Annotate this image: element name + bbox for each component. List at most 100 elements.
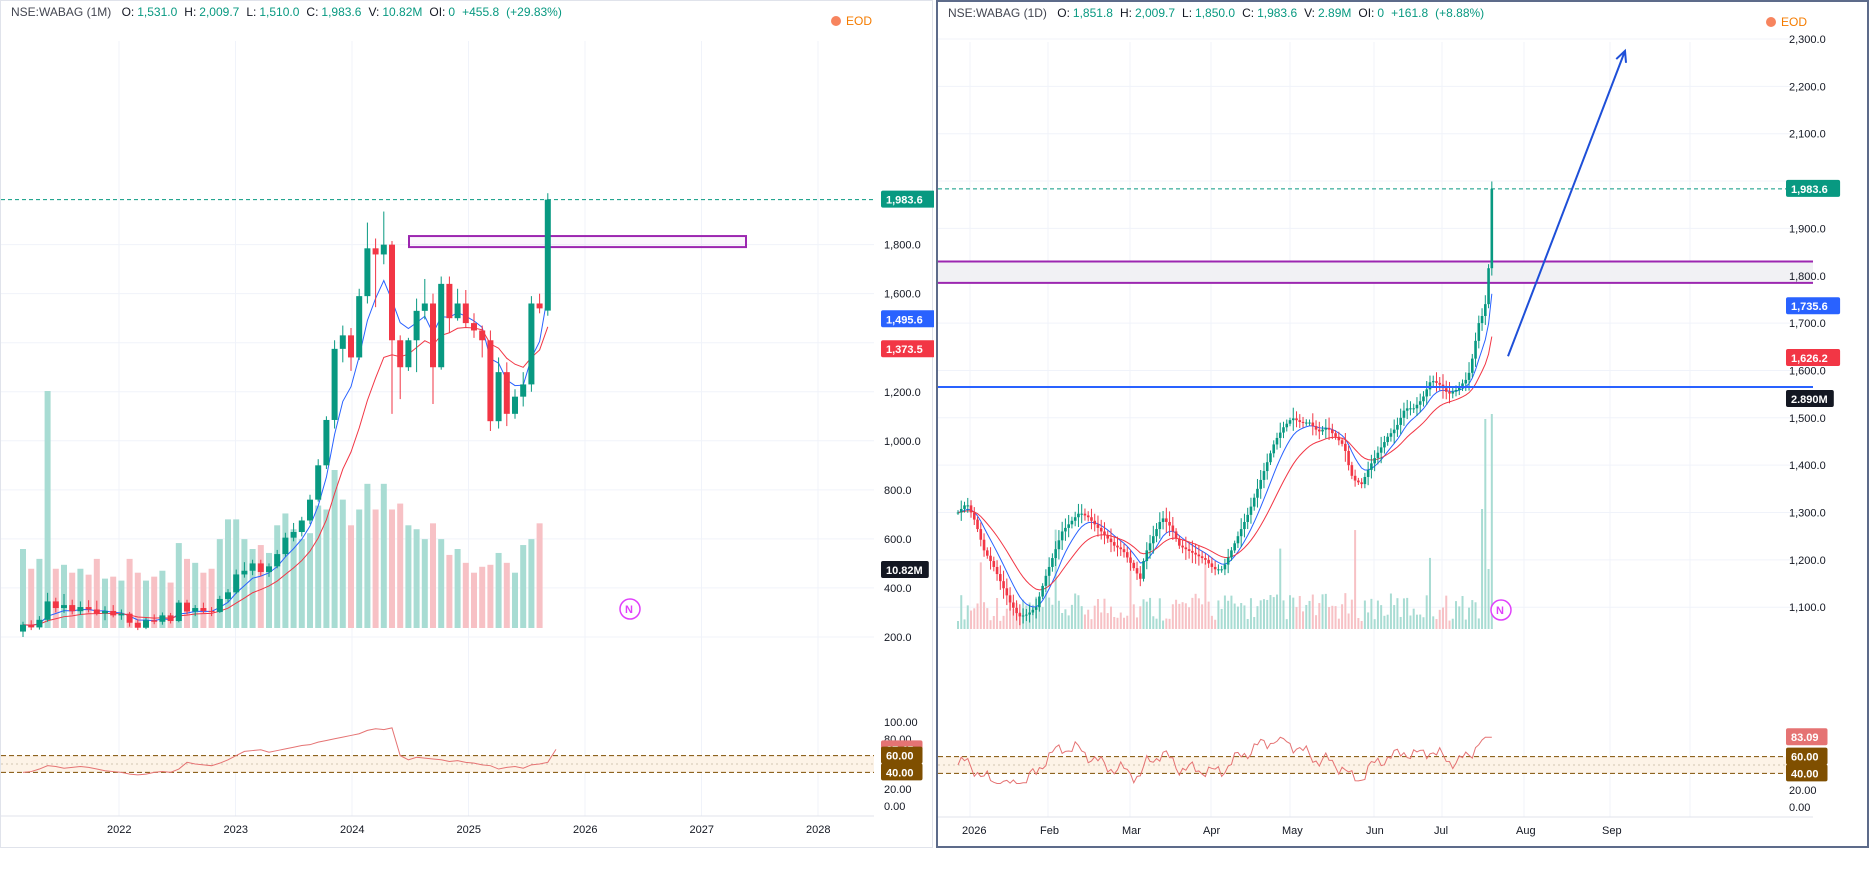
volume-bar (1181, 602, 1184, 629)
candle-body (544, 199, 551, 311)
volume-bar (1093, 605, 1096, 629)
rsi-lo-badge: 40.00 (1791, 768, 1819, 780)
volume-bar (996, 598, 999, 629)
price-tick-label: 600.0 (884, 534, 912, 546)
candle-body (380, 244, 387, 255)
candle-body (1301, 421, 1305, 423)
volume-bar (1005, 608, 1008, 629)
candle-body (1047, 566, 1051, 576)
candle-body (979, 529, 983, 540)
price-tick-label: 1,500.0 (1789, 413, 1826, 425)
left-chart-canvas[interactable]: N 1,800.0 1,600.0 1,200.0 1,000.0 800.0 600.0 4… (1, 1, 934, 849)
volume-bar (1061, 613, 1064, 629)
volume-bar (282, 513, 289, 628)
candle-body (1327, 427, 1331, 430)
volume-bar (973, 608, 976, 629)
volume-bar (1419, 614, 1422, 629)
legend-value: 2,009.7 (199, 5, 240, 19)
candle-body (1200, 556, 1204, 559)
candle-body (1138, 573, 1142, 579)
candle-body (389, 244, 395, 341)
candle-body (1464, 379, 1468, 384)
candle-body (1457, 387, 1461, 390)
left-eod-badge[interactable]: EOD (831, 14, 872, 28)
volume-bar (266, 552, 272, 628)
candle-body (339, 335, 346, 349)
volume-bar (1139, 606, 1142, 629)
candle-body (1194, 552, 1197, 555)
volume-bar (1188, 607, 1191, 629)
candle-body (1086, 515, 1090, 518)
volume-bar (93, 558, 100, 628)
candle-body (1291, 418, 1295, 421)
candle-body (1135, 568, 1139, 574)
right-legend: NSE:WABAG (1D) O: 1,851.8 H: 2,009.7 L: 1,850… (948, 6, 1498, 20)
candle-body (995, 566, 999, 575)
candle-body (1197, 554, 1201, 557)
volume-bar (1087, 609, 1090, 629)
volume-bar (1367, 612, 1370, 629)
candle-body (1285, 423, 1289, 428)
price-tick-label: 1,100.0 (1789, 602, 1826, 614)
volume-bar (520, 545, 527, 628)
volume-bar (1197, 598, 1200, 629)
volume-bar (1471, 600, 1474, 629)
candle-body (1025, 614, 1028, 616)
volume-bar (979, 562, 982, 629)
rsi-lo-badge-bg (881, 763, 923, 781)
legend-key: C: (1242, 6, 1255, 20)
candle-body (1184, 547, 1188, 550)
candle-body (1269, 453, 1272, 463)
candle-body (1129, 557, 1132, 563)
ema-slow-badge-bg (1786, 349, 1841, 367)
candle-body (1282, 427, 1285, 433)
candle-body (976, 519, 979, 530)
candle-body (969, 505, 973, 513)
volume-bar (298, 539, 305, 628)
volume-bar (1214, 619, 1217, 629)
volume-bar (339, 499, 346, 628)
volume-bar (957, 621, 959, 629)
volume-bar (405, 525, 412, 628)
candle-body (1252, 497, 1256, 507)
candle-body (1099, 527, 1103, 532)
candle-body (1119, 547, 1123, 550)
time-tick-label: Apr (1203, 825, 1220, 837)
right-chart-canvas[interactable]: N 2,300.0 2,200.0 2,100.0 1,900.0 1,800.0 1,70… (938, 2, 1867, 846)
candle-body (1477, 323, 1481, 341)
right-eod-badge[interactable]: EOD (1766, 15, 1807, 29)
volume-bar (1145, 601, 1148, 629)
rsi-tick-label: 20.00 (884, 784, 912, 796)
candle-body (1324, 427, 1328, 430)
candle-body (1357, 480, 1360, 483)
candle-body (1344, 443, 1347, 451)
candle-body (1226, 557, 1230, 565)
volume-bar (315, 505, 322, 628)
volume-bar (1272, 597, 1275, 629)
volume-bar (1396, 598, 1399, 629)
volume-bar (1044, 593, 1047, 629)
left-chart-panel[interactable]: NSE:WABAG (1M) O: 1,531.0 H: 2,009.7 L: 1,510… (0, 0, 934, 849)
volume-bar (1191, 597, 1194, 629)
candle-body (1210, 563, 1214, 567)
candle-body (364, 248, 371, 297)
rsi-hi-badge-bg (1786, 747, 1828, 765)
time-tick-label: 2026 (573, 824, 597, 836)
volume-bar (1142, 599, 1145, 629)
volume-bar (1217, 600, 1220, 629)
volume-bar (1165, 618, 1168, 629)
volume-bar (1009, 595, 1012, 629)
rsi-line (22, 727, 557, 776)
candle-body (512, 396, 518, 414)
candle-body (1090, 517, 1093, 521)
candle-body (1038, 596, 1041, 608)
left-ohlc-values: O: 1,531.0 H: 2,009.7 L: 1,510.0 C: 1,983.6 V: 10… (122, 5, 569, 19)
volume-bar (1259, 600, 1262, 629)
volume-bar (200, 572, 207, 628)
candle-body (208, 610, 215, 612)
volume-bar (1389, 593, 1392, 629)
right-chart-panel[interactable]: NSE:WABAG (1D) O: 1,851.8 H: 2,009.7 L: 1,850… (936, 0, 1869, 848)
ema-fast-badge: 1,735.6 (1791, 301, 1828, 313)
candle-body (1389, 433, 1393, 437)
candle-body (462, 303, 469, 324)
